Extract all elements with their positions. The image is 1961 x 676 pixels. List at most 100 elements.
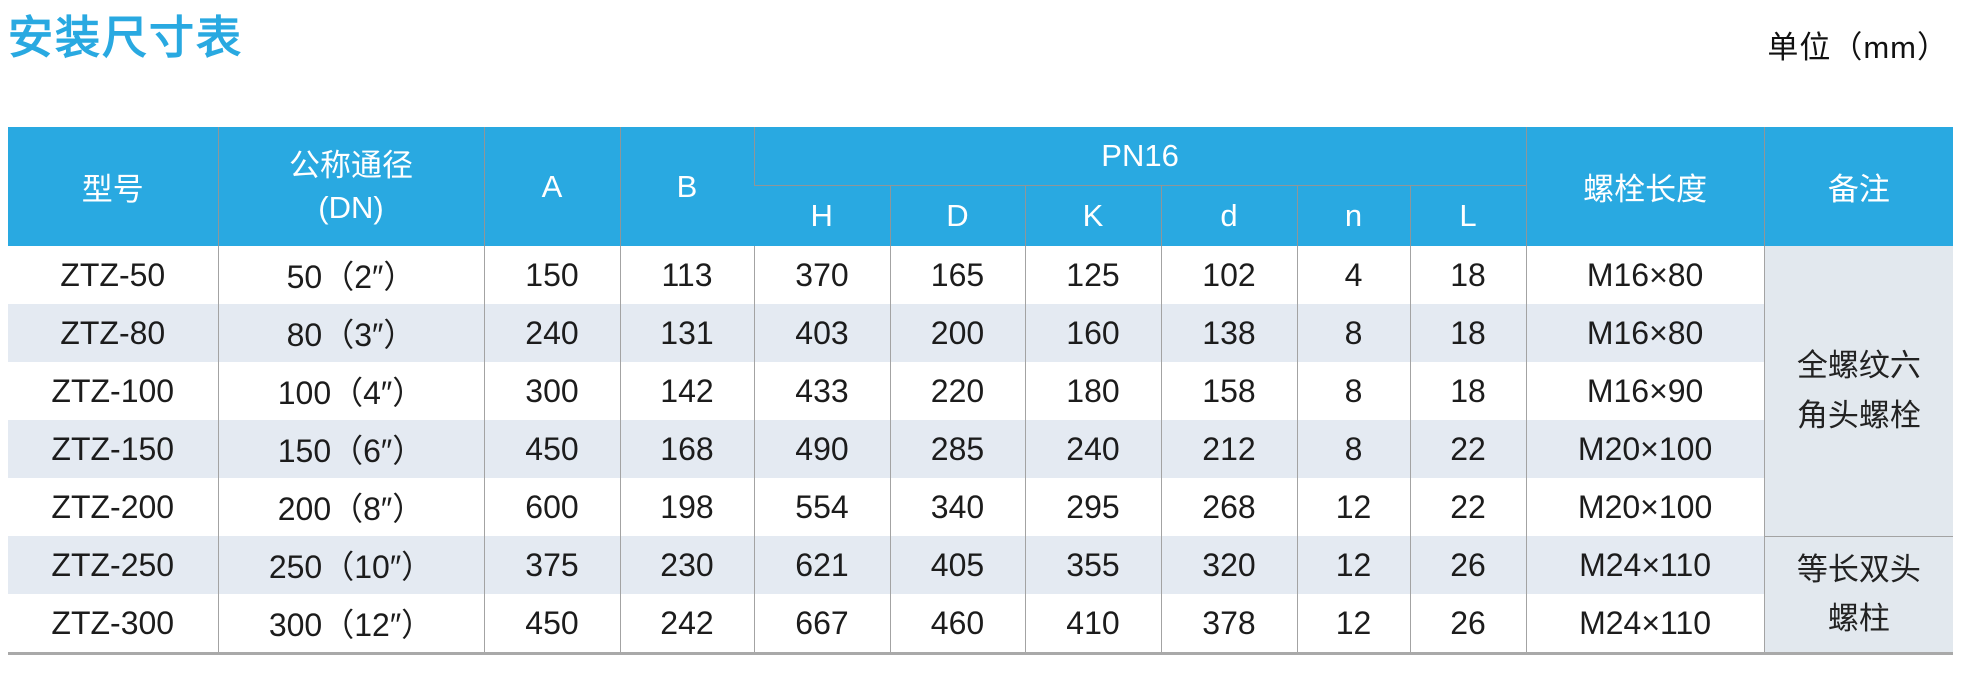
cell-a: 375 <box>483 536 620 594</box>
cell-k: 295 <box>1024 478 1161 536</box>
page-header: 安装尺寸表 单位（mm） <box>0 0 1961 67</box>
cell-l: 18 <box>1409 304 1527 362</box>
cell-k: 125 <box>1024 246 1161 304</box>
cell-h: 667 <box>753 594 890 655</box>
remark-text: 全螺纹六角头螺栓 <box>1796 348 1921 433</box>
cell-l: 22 <box>1409 478 1527 536</box>
cell-d-lower: 138 <box>1160 304 1297 362</box>
cell-b: 242 <box>619 594 754 655</box>
cell-n: 12 <box>1296 536 1410 594</box>
cell-d-lower: 378 <box>1160 594 1297 655</box>
cell-a: 450 <box>483 594 620 655</box>
cell-n: 8 <box>1296 304 1410 362</box>
cell-n: 12 <box>1296 478 1410 536</box>
cell-bolt-length: M24×110 <box>1525 536 1765 594</box>
cell-l: 26 <box>1409 536 1527 594</box>
cell-a: 240 <box>483 304 620 362</box>
header-row-sub: H D K d n L <box>8 185 1953 246</box>
cell-d-upper: 165 <box>889 246 1025 304</box>
cell-d-lower: 320 <box>1160 536 1297 594</box>
cell-dn: 80（3″） <box>217 304 484 362</box>
table-row: ZTZ-300 300（12″） 450 242 667 460 410 378… <box>8 594 1953 655</box>
cell-a: 600 <box>483 478 620 536</box>
cell-bolt-length: M24×110 <box>1525 594 1765 655</box>
cell-a: 150 <box>483 246 620 304</box>
cell-l: 22 <box>1409 420 1527 478</box>
th-nominal-diameter-line2: (DN) <box>318 189 384 225</box>
cell-d-upper: 285 <box>889 420 1025 478</box>
cell-h: 490 <box>753 420 890 478</box>
cell-l: 18 <box>1409 246 1527 304</box>
th-nominal-diameter: 公称通径 (DN) <box>217 127 484 246</box>
table-row: ZTZ-50 50（2″） 150 113 370 165 125 102 4 … <box>8 246 1954 536</box>
cell-b: 142 <box>619 362 754 420</box>
cell-h: 433 <box>753 362 890 420</box>
th-pn16-group: PN16 <box>753 127 1527 186</box>
remark-merged-hex-bolt: 全螺纹六角头螺栓 <box>1763 246 1954 536</box>
dimension-table: 型号 公称通径 (DN) A B PN16 螺栓长度 备注 H D K d n … <box>8 127 1954 655</box>
cell-dn: 100（4″） <box>217 362 484 420</box>
cell-k: 410 <box>1024 594 1161 655</box>
cell-dn: 50（2″） <box>217 246 484 304</box>
cell-b: 113 <box>619 246 754 304</box>
table-row: ZTZ-150 150（6″） 450 168 490 285 240 212 … <box>8 420 1953 478</box>
cell-b: 198 <box>619 478 754 536</box>
cell-n: 12 <box>1296 594 1410 655</box>
cell-k: 240 <box>1024 420 1161 478</box>
table-row: ZTZ-250 250（10″） 375 230 621 405 355 320… <box>8 535 1954 654</box>
cell-dn: 300（12″） <box>217 594 484 655</box>
cell-bolt-length: M16×90 <box>1525 362 1765 420</box>
cell-d-upper: 200 <box>889 304 1025 362</box>
cell-k: 180 <box>1024 362 1161 420</box>
cell-model: ZTZ-80 <box>8 304 218 362</box>
th-nominal-diameter-line1: 公称通径 <box>289 147 413 183</box>
th-n: n <box>1296 185 1410 246</box>
th-model: 型号 <box>8 127 218 246</box>
th-h: H <box>754 185 890 246</box>
cell-b: 131 <box>619 304 754 362</box>
th-d-lower: d <box>1160 185 1297 246</box>
cell-h: 403 <box>753 304 890 362</box>
cell-d-upper: 340 <box>889 478 1025 536</box>
cell-dn: 250（10″） <box>217 536 484 594</box>
cell-model: ZTZ-50 <box>8 246 218 304</box>
cell-h: 554 <box>753 478 890 536</box>
cell-a: 300 <box>483 362 620 420</box>
cell-n: 8 <box>1296 420 1410 478</box>
cell-d-upper: 460 <box>889 594 1025 655</box>
cell-bolt-length: M16×80 <box>1525 246 1765 304</box>
cell-d-lower: 158 <box>1160 362 1297 420</box>
cell-bolt-length: M16×80 <box>1525 304 1765 362</box>
cell-model: ZTZ-100 <box>8 362 218 420</box>
cell-model: ZTZ-250 <box>8 536 218 594</box>
cell-n: 4 <box>1296 246 1410 304</box>
th-a: A <box>483 127 620 246</box>
table-row: ZTZ-100 100（4″） 300 142 433 220 180 158 … <box>8 362 1953 420</box>
page-title: 安装尺寸表 <box>8 12 244 63</box>
cell-d-lower: 102 <box>1160 246 1297 304</box>
cell-model: ZTZ-200 <box>8 478 218 536</box>
table-row: ZTZ-80 80（3″） 240 131 403 200 160 138 8 … <box>8 304 1953 362</box>
cell-d-lower: 268 <box>1160 478 1297 536</box>
cell-bolt-length: M20×100 <box>1525 420 1765 478</box>
cell-d-upper: 220 <box>889 362 1025 420</box>
cell-b: 230 <box>619 536 754 594</box>
cell-model: ZTZ-300 <box>8 594 218 655</box>
cell-h: 370 <box>753 246 890 304</box>
cell-d-upper: 405 <box>889 536 1025 594</box>
cell-model: ZTZ-150 <box>8 420 218 478</box>
th-remark: 备注 <box>1763 127 1954 246</box>
cell-dn: 200（8″） <box>217 478 484 536</box>
cell-a: 450 <box>483 420 620 478</box>
cell-n: 8 <box>1296 362 1410 420</box>
th-bolt-length: 螺栓长度 <box>1525 127 1765 246</box>
cell-l: 18 <box>1409 362 1527 420</box>
cell-k: 355 <box>1024 536 1161 594</box>
cell-dn: 150（6″） <box>217 420 484 478</box>
table-body: ZTZ-50 50（2″） 150 113 370 165 125 102 4 … <box>8 246 1954 655</box>
th-k: K <box>1024 185 1161 246</box>
table-head: 型号 公称通径 (DN) A B PN16 螺栓长度 备注 H D K d n … <box>8 127 1954 246</box>
unit-label: 单位（mm） <box>1767 30 1949 65</box>
cell-h: 621 <box>753 536 890 594</box>
